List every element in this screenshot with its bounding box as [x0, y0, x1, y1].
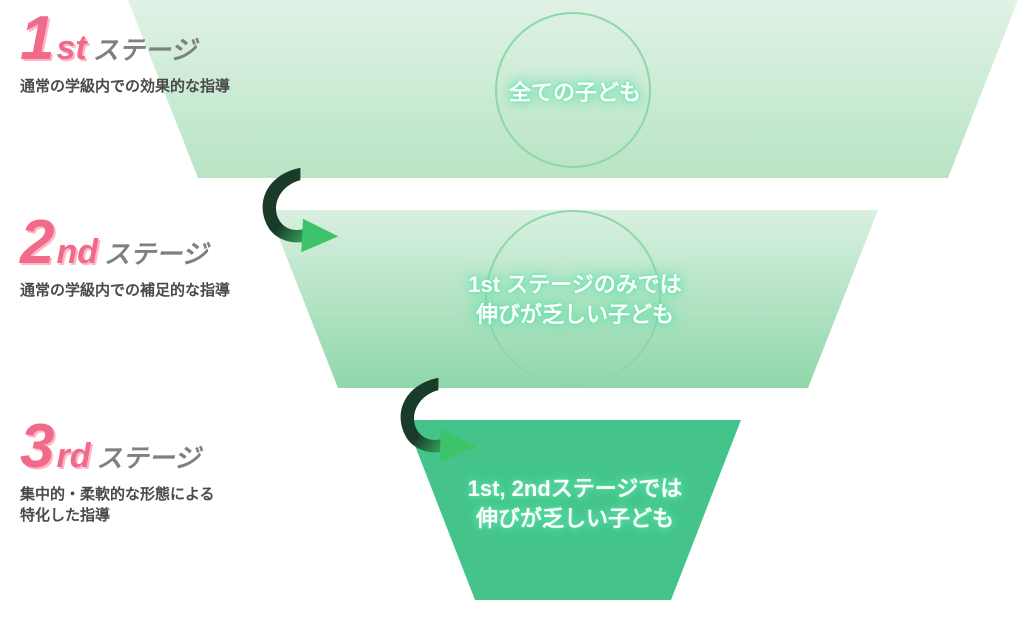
stage-2-number: 2: [20, 218, 54, 268]
stage-1-ordinal: st: [56, 29, 86, 67]
stage-3-subtitle: 集中的・柔軟的な形態による特化した指導: [20, 484, 215, 526]
tier-1-text: 全ての子ども: [420, 78, 730, 108]
tier-3-text: 1st, 2ndステージでは伸びが乏しい子ども: [400, 474, 750, 533]
arrow-1-to-2-icon: [252, 166, 340, 254]
stage-3-label: 3rdステージ 集中的・柔軟的な形態による特化した指導: [20, 422, 215, 526]
stage-3-word: ステージ: [96, 443, 199, 473]
stage-2-word: ステージ: [104, 239, 207, 269]
stage-1-word: ステージ: [93, 35, 196, 65]
stage-1-number: 1: [20, 14, 54, 64]
stage-3-number: 3: [20, 422, 54, 472]
stage-1-subtitle: 通常の学級内での効果的な指導: [20, 76, 230, 97]
tier-2-text: 1st ステージのみでは伸びが乏しい子ども: [400, 270, 750, 329]
stage-1-label: 1stステージ 通常の学級内での効果的な指導: [20, 14, 230, 97]
stage-3-ordinal: rd: [56, 437, 90, 475]
stage-2-subtitle: 通常の学級内での補足的な指導: [20, 280, 230, 301]
stage-2-label: 2ndステージ 通常の学級内での補足的な指導: [20, 218, 230, 301]
stage-2-ordinal: nd: [56, 233, 98, 271]
arrow-2-to-3-icon: [390, 376, 478, 464]
